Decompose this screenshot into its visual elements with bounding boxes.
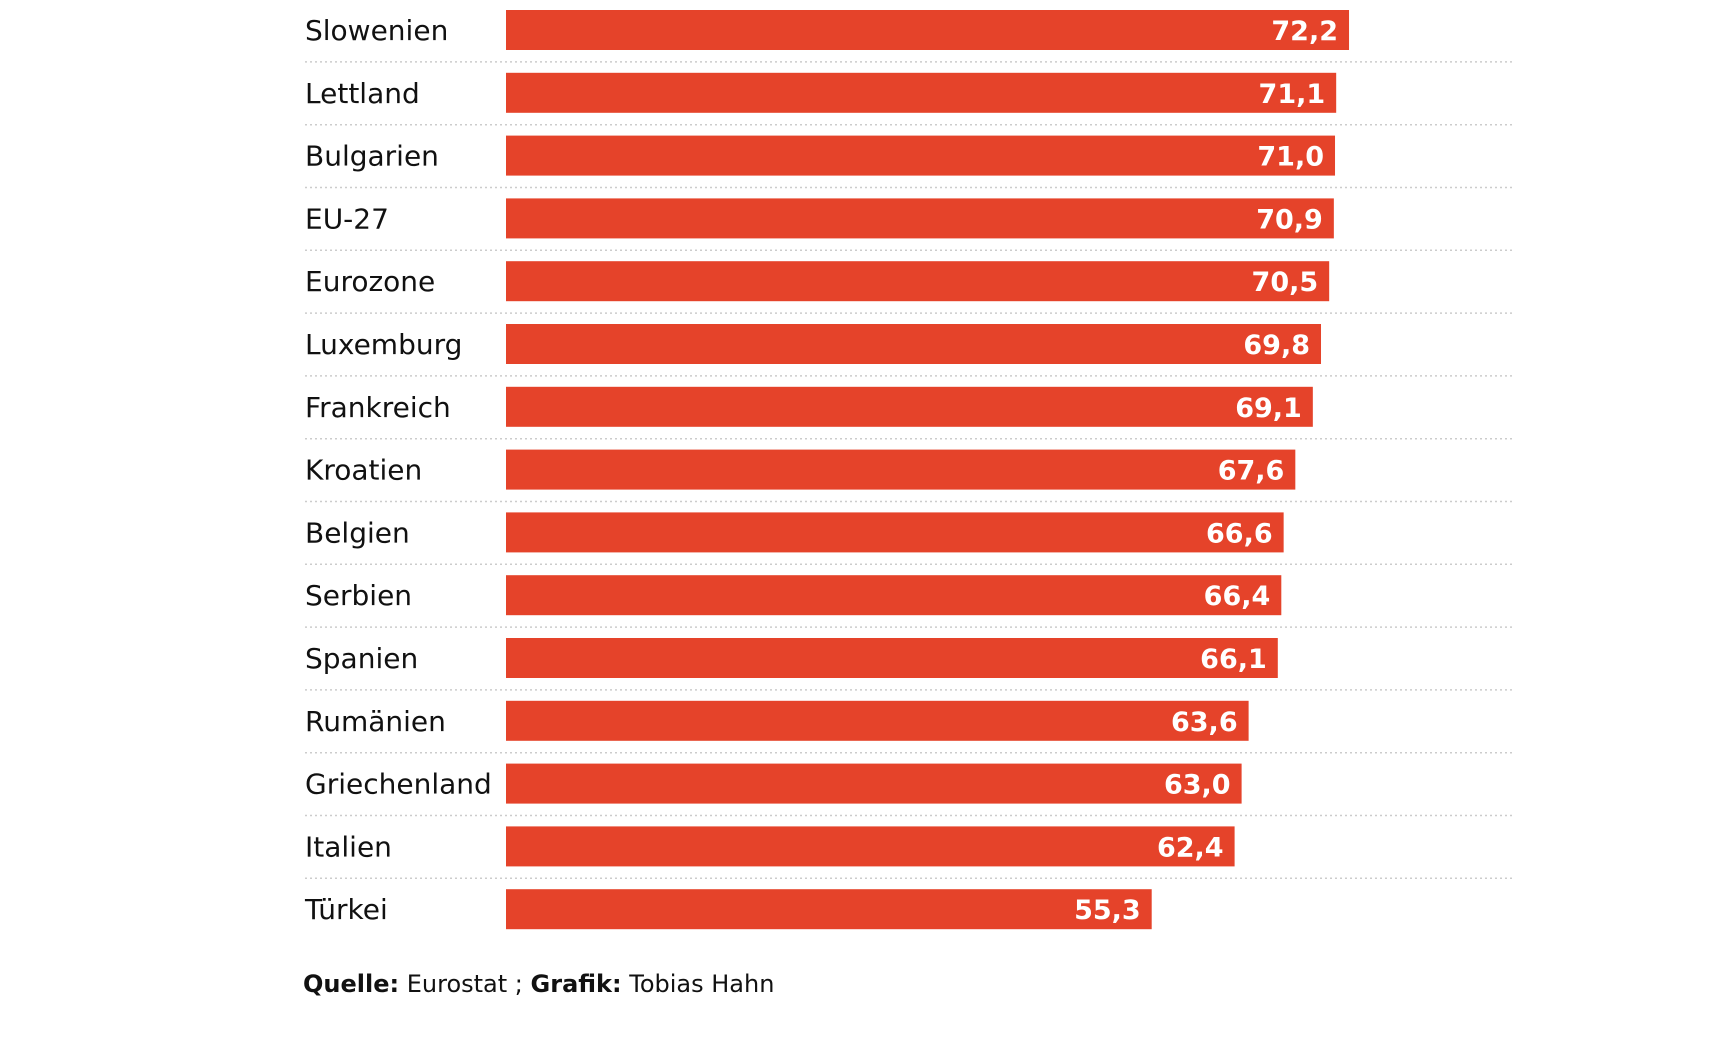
value-label: 72,2 <box>1271 16 1338 47</box>
value-label: 66,6 <box>1206 518 1273 549</box>
bar <box>506 700 1249 741</box>
bar <box>506 763 1242 804</box>
bar <box>506 135 1336 176</box>
value-label: 63,6 <box>1171 707 1238 738</box>
bar <box>506 72 1337 113</box>
category-label: Lettland <box>305 77 420 110</box>
bar <box>506 449 1296 490</box>
bar <box>506 261 1330 302</box>
value-label: 67,6 <box>1218 456 1285 487</box>
category-label: Griechenland <box>305 768 492 801</box>
category-label: Italien <box>305 830 392 863</box>
value-label: 71,0 <box>1257 142 1324 173</box>
bar <box>506 889 1152 930</box>
category-label: Türkei <box>304 893 388 926</box>
graphic-value: Tobias Hahn <box>629 970 775 998</box>
category-label: EU-27 <box>305 202 389 235</box>
value-label: 69,8 <box>1243 330 1310 361</box>
bar <box>506 386 1313 427</box>
bar <box>506 826 1235 867</box>
value-label: 55,3 <box>1074 895 1141 926</box>
category-label: Bulgarien <box>305 140 439 173</box>
category-label: Rumänien <box>305 705 446 738</box>
bar <box>506 324 1322 364</box>
bar <box>506 575 1282 616</box>
category-label: Kroatien <box>305 454 422 487</box>
category-label: Slowenien <box>305 14 448 47</box>
category-label: Spanien <box>305 642 418 675</box>
value-label: 69,1 <box>1235 393 1302 424</box>
value-label: 66,1 <box>1200 644 1267 675</box>
source-value: Eurostat ; <box>406 970 523 998</box>
category-label: Serbien <box>305 579 412 612</box>
value-label: 71,1 <box>1259 79 1326 110</box>
bar <box>506 638 1278 678</box>
value-label: 70,9 <box>1256 204 1323 235</box>
category-label: Eurozone <box>305 265 435 298</box>
source-label: Quelle: <box>303 970 400 998</box>
value-label: 62,4 <box>1157 832 1224 863</box>
bar-chart: Slowenien 72,2 Lettland 71,1 Bulgarien 71,0 EU… <box>304 10 1515 930</box>
category-label: Luxemburg <box>305 328 462 361</box>
bar <box>506 198 1334 239</box>
bar <box>506 10 1350 50</box>
value-label: 70,5 <box>1252 267 1319 298</box>
value-label: 63,0 <box>1164 770 1231 801</box>
category-label: Belgien <box>305 516 410 549</box>
value-label: 66,4 <box>1204 581 1271 612</box>
category-label: Frankreich <box>305 391 451 424</box>
graphic-label: Grafik: <box>530 970 622 998</box>
source-credit: Quelle: Eurostat ; Grafik: Tobias Hahn <box>303 970 774 998</box>
bar <box>506 512 1284 553</box>
